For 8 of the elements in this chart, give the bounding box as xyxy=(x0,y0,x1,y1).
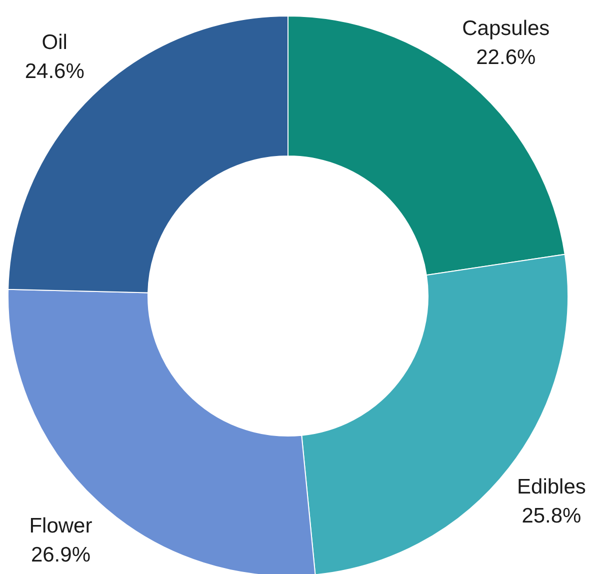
slice-label: Edibles xyxy=(517,475,586,498)
slice-label: Capsules xyxy=(462,16,550,40)
data-label: 25.8% xyxy=(522,504,582,528)
slice-label: Flower xyxy=(29,514,92,538)
data-label: 26.9% xyxy=(30,544,90,567)
data-label: 22.6% xyxy=(476,46,536,69)
data-label: 24.6% xyxy=(24,60,84,84)
slice-label: Oil xyxy=(42,31,68,54)
